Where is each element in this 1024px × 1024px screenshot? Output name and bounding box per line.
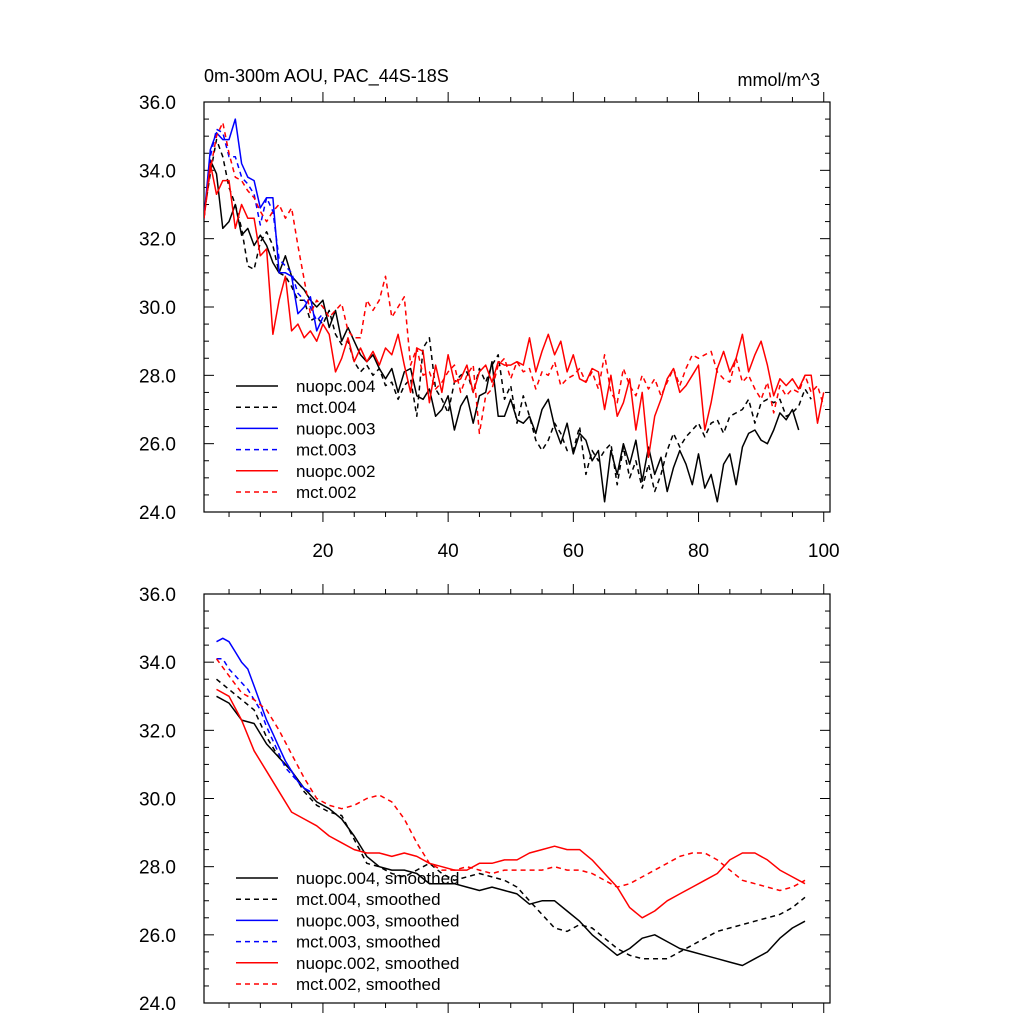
panel-top: 24.0 26.0 28.0 30.0 32.0 34.0 36.0 20 40 60 80 100 0… xyxy=(139,66,840,562)
chart-1-ytick-label: 30.0 xyxy=(139,790,176,811)
chart-1-legend-label: mct.003, smoothed xyxy=(296,933,441,952)
chart-0-units-label: mmol/m^3 xyxy=(738,70,820,90)
chart-1-series-mct-003-smoothed xyxy=(216,658,311,793)
chart-1-series-nuopc-002-smoothed xyxy=(216,688,806,919)
chart-1-ytick-label: 24.0 xyxy=(139,994,176,1015)
chart-1-ytick-label: 32.0 xyxy=(139,721,176,742)
chart-0-legend-label: nuopc.003 xyxy=(296,419,375,438)
chart-0-series-nuopc-002 xyxy=(204,162,825,459)
chart-1-ytick-label: 28.0 xyxy=(139,858,176,879)
chart-0-ytick-label: 30.0 xyxy=(139,298,176,319)
chart-1-ytick-label: 26.0 xyxy=(139,926,176,947)
chart-1-legend-label: mct.002, smoothed xyxy=(296,975,441,994)
chart-0-xtick-label: 80 xyxy=(688,541,709,562)
chart-0-legend-label: nuopc.004 xyxy=(296,377,375,396)
chart-1-series-mct-002-smoothed xyxy=(215,658,806,892)
chart-0-ytick-label: 26.0 xyxy=(139,435,176,456)
chart-1-series-nuopc-004-smoothed xyxy=(216,695,806,967)
chart-0-ytick-label: 34.0 xyxy=(139,161,176,182)
chart-0-ytick-label: 24.0 xyxy=(139,503,176,524)
chart-0-series-nuopc-004 xyxy=(204,159,800,503)
chart-1-series-nuopc-003-smoothed xyxy=(216,637,311,793)
chart-1-legend-label: mct.004, smoothed xyxy=(296,890,441,909)
chart-0-title: 0m-300m AOU, PAC_44S-18S xyxy=(204,66,449,87)
chart-0-ytick-label: 28.0 xyxy=(139,366,176,387)
chart-1-legend-label: nuopc.002, smoothed xyxy=(296,954,460,973)
chart-0-xtick-label: 40 xyxy=(438,541,459,562)
chart-0-ytick-label: 32.0 xyxy=(139,230,176,251)
chart-0-xtick-label: 20 xyxy=(312,541,333,562)
chart-1-legend-label: nuopc.003, smoothed xyxy=(296,911,460,930)
chart-0-xtick-label: 100 xyxy=(808,541,840,562)
chart-0-legend-label: mct.002 xyxy=(296,483,356,502)
chart-1-ytick-label: 36.0 xyxy=(139,585,176,606)
panel-bottom: 24.0 26.0 28.0 30.0 32.0 34.0 36.0 nuopc.004, s… xyxy=(139,584,831,1015)
chart-0-series-mct-003 xyxy=(204,128,324,322)
chart-1-legend-label: nuopc.004, smoothed xyxy=(296,869,460,888)
chart-0-xtick-label: 60 xyxy=(563,541,584,562)
chart-0-legend-label: mct.003 xyxy=(296,441,356,460)
chart-0-legend-label: mct.004 xyxy=(296,398,356,417)
chart-0-series-mct-004 xyxy=(204,138,812,493)
chart-0-ytick-label: 36.0 xyxy=(139,93,176,114)
chart-1-ytick-label: 34.0 xyxy=(139,653,176,674)
chart-0-series-nuopc-003 xyxy=(204,118,324,332)
chart-0-legend-label: nuopc.002 xyxy=(296,462,375,481)
